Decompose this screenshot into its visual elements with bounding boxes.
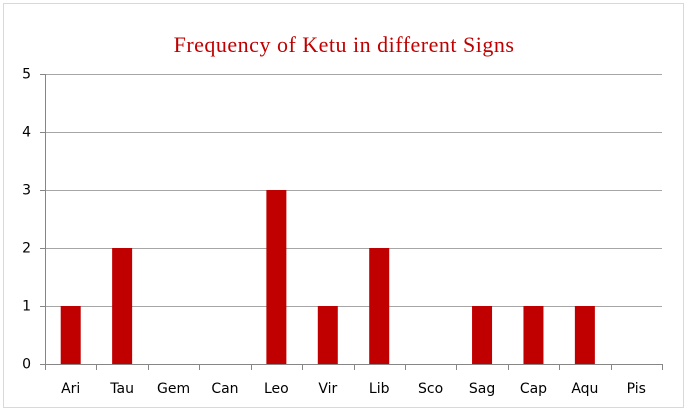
x-tick-label: Sco (418, 381, 443, 397)
x-tick-label: Cap (520, 381, 547, 397)
x-tick-label: Vir (318, 381, 337, 397)
y-tick-label: 0 (22, 357, 31, 373)
y-tick-label: 4 (22, 125, 31, 141)
y-tick-label: 5 (22, 67, 31, 83)
x-tick-label: Sag (469, 381, 495, 397)
chart-title: Frequency of Ketu in different Signs (174, 32, 515, 57)
y-tick-label: 2 (22, 241, 31, 257)
bar (472, 306, 493, 364)
x-tick-label: Leo (264, 381, 289, 397)
x-tick-label: Ari (61, 381, 80, 397)
bar (266, 190, 287, 364)
x-tick-label: Lib (369, 381, 390, 397)
x-tick-label: Can (211, 381, 238, 397)
x-tick-label: Gem (157, 381, 190, 397)
x-tick-label: Aqu (571, 381, 598, 397)
x-tick-label: Pis (627, 381, 646, 397)
bar (574, 306, 595, 364)
bar (369, 248, 390, 364)
bar (317, 306, 338, 364)
bar (112, 248, 133, 364)
y-tick-label: 3 (22, 183, 31, 199)
y-tick-label: 1 (22, 299, 31, 315)
x-tick-label: Tau (109, 381, 134, 397)
bar (523, 306, 544, 364)
bar (60, 306, 81, 364)
